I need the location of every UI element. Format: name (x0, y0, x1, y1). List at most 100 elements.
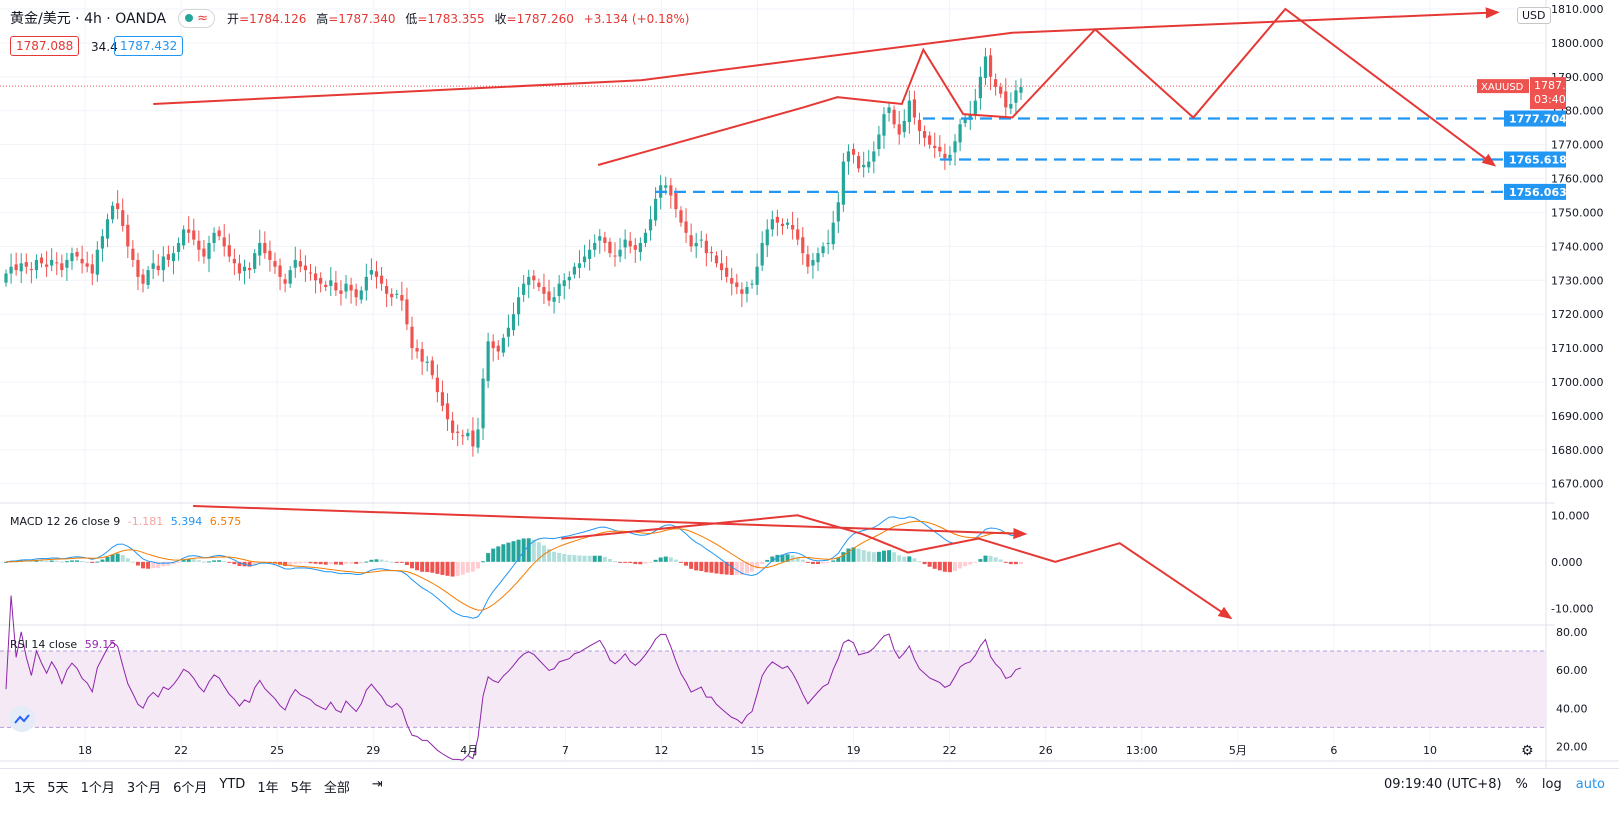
candle-body (126, 224, 130, 247)
macd-lines (5, 516, 1022, 619)
macd-hist-bar (658, 557, 663, 562)
price-projection (597, 7, 1497, 167)
candle-body (156, 265, 160, 271)
log-toggle[interactable]: log (1541, 777, 1562, 792)
macd-hist-bar (689, 561, 694, 569)
settings-gear-icon[interactable]: ⚙ (1521, 743, 1534, 759)
tradingview-logo[interactable] (9, 706, 35, 732)
macd-hist-bar (1008, 561, 1013, 565)
macd-axis[interactable]: 10.000 0.000 -10.000 (1551, 509, 1593, 615)
goto-date-icon[interactable]: ⇥ (371, 777, 383, 792)
macd-hist-bar (704, 561, 709, 573)
rsi-tick: 40.00 (1556, 702, 1588, 715)
macd-hist-bar (303, 561, 308, 564)
candle-body (796, 229, 800, 240)
price-axis[interactable]: 1810.0001800.0001790.0001780.0001770.000… (1504, 3, 1604, 491)
currency-button[interactable]: USD (1517, 7, 1551, 24)
macd-hist-bar (212, 560, 217, 562)
candle-body (1019, 86, 1023, 93)
macd-hist-bar (851, 547, 856, 562)
range-all[interactable]: 全部 (323, 781, 350, 796)
range-ytd[interactable]: YTD (219, 777, 246, 792)
candle-body (648, 219, 653, 231)
macd-hist-bar (95, 561, 100, 563)
candle-body (308, 272, 313, 274)
macd-hist-bar (151, 561, 156, 569)
candle-body (765, 229, 769, 246)
candle-body (897, 124, 901, 135)
candle-body (29, 269, 33, 271)
macd-hist-bar (217, 560, 222, 562)
candle-body (953, 141, 957, 153)
chart-grid (0, 0, 1546, 761)
candle-body (582, 256, 587, 263)
candle-body (770, 219, 774, 230)
macd-legend[interactable]: MACD 12 26 close 9 -1.181 5.394 6.575 (10, 515, 241, 528)
range-1d[interactable]: 1天 (14, 781, 36, 796)
range-5d[interactable]: 5天 (47, 781, 69, 796)
time-tick: 13:00 (1126, 744, 1158, 757)
macd-hist-bar (308, 561, 313, 564)
macd-hist-bar (953, 561, 958, 571)
level-tag (1504, 183, 1566, 200)
macd-hist-bar (937, 561, 942, 571)
candle-body (1014, 90, 1018, 103)
candle-body (603, 237, 607, 243)
clock[interactable]: 09:19:40 (UTC+8) (1383, 777, 1502, 792)
macd-hist-bar (562, 553, 567, 562)
range-5y[interactable]: 5年 (290, 781, 312, 796)
candle-body (258, 242, 262, 256)
macd-hist-bar (516, 539, 521, 562)
macd-hist-bar (805, 561, 810, 563)
macd-hist-bar (922, 561, 927, 565)
macd-hist-bar (1003, 561, 1008, 563)
candle-body (344, 283, 348, 292)
sell-price-button[interactable]: 1787.088 (10, 36, 80, 56)
auto-toggle[interactable]: auto (1575, 777, 1605, 792)
symbol-tag-text: XAUUSD (1481, 82, 1524, 93)
time-axis[interactable]: 18 22 25 29 4月 7 12 15 19 22 26 13:00 5月 6 10 (78, 744, 1437, 757)
candle-body (613, 255, 617, 257)
macd-hist-bar (49, 560, 54, 562)
candle-body (704, 240, 708, 254)
macd-hist-bar (684, 561, 689, 566)
macd-hist-bar (846, 548, 851, 562)
symbol-title[interactable]: 黄金/美元 · 4h · OANDA (10, 11, 167, 27)
candle-body (90, 264, 94, 274)
macd-hist-bar (4, 561, 8, 563)
range-1m[interactable]: 1个月 (80, 781, 115, 796)
spread-value: 34.4 (91, 40, 118, 54)
market-status[interactable]: ≈ (178, 8, 216, 28)
price-tick: 1670.000 (1551, 478, 1604, 491)
macd-hist-bar (963, 561, 968, 567)
range-1y[interactable]: 1年 (257, 781, 279, 796)
range-3m[interactable]: 3个月 (126, 781, 162, 796)
ohlc-change: +3.134 (+0.18%) (583, 11, 690, 26)
macd-hist-bar (207, 561, 211, 563)
candle-body (745, 287, 749, 294)
candle-body (440, 392, 445, 406)
candle-body (349, 284, 353, 291)
macd-hist-bar (328, 561, 333, 565)
rsi-legend[interactable]: RSI 14 close 59.15 (10, 638, 116, 651)
candle-body (222, 237, 226, 247)
symbol-tag (1477, 79, 1529, 94)
percent-toggle[interactable]: % (1515, 777, 1528, 792)
candle-body (851, 149, 856, 155)
candle-body (577, 263, 582, 268)
candle-body (948, 154, 952, 159)
buy-price-button[interactable]: 1787.432 (114, 36, 184, 56)
macd-hist-bar (663, 556, 668, 562)
macd-hist-bar (288, 561, 293, 566)
candle-body (491, 341, 495, 349)
macd-hist-bar (648, 561, 653, 563)
macd-hist-bar (755, 561, 760, 569)
candle-body (141, 274, 145, 284)
macd-hist-bar (602, 556, 607, 562)
macd-hist-bar (156, 561, 161, 568)
candle-body (674, 193, 678, 210)
rsi-axis[interactable]: 80.00 60.00 40.00 20.00 (1556, 626, 1588, 754)
macd-hist-bar (582, 555, 587, 562)
range-6m[interactable]: 6个月 (173, 781, 208, 796)
